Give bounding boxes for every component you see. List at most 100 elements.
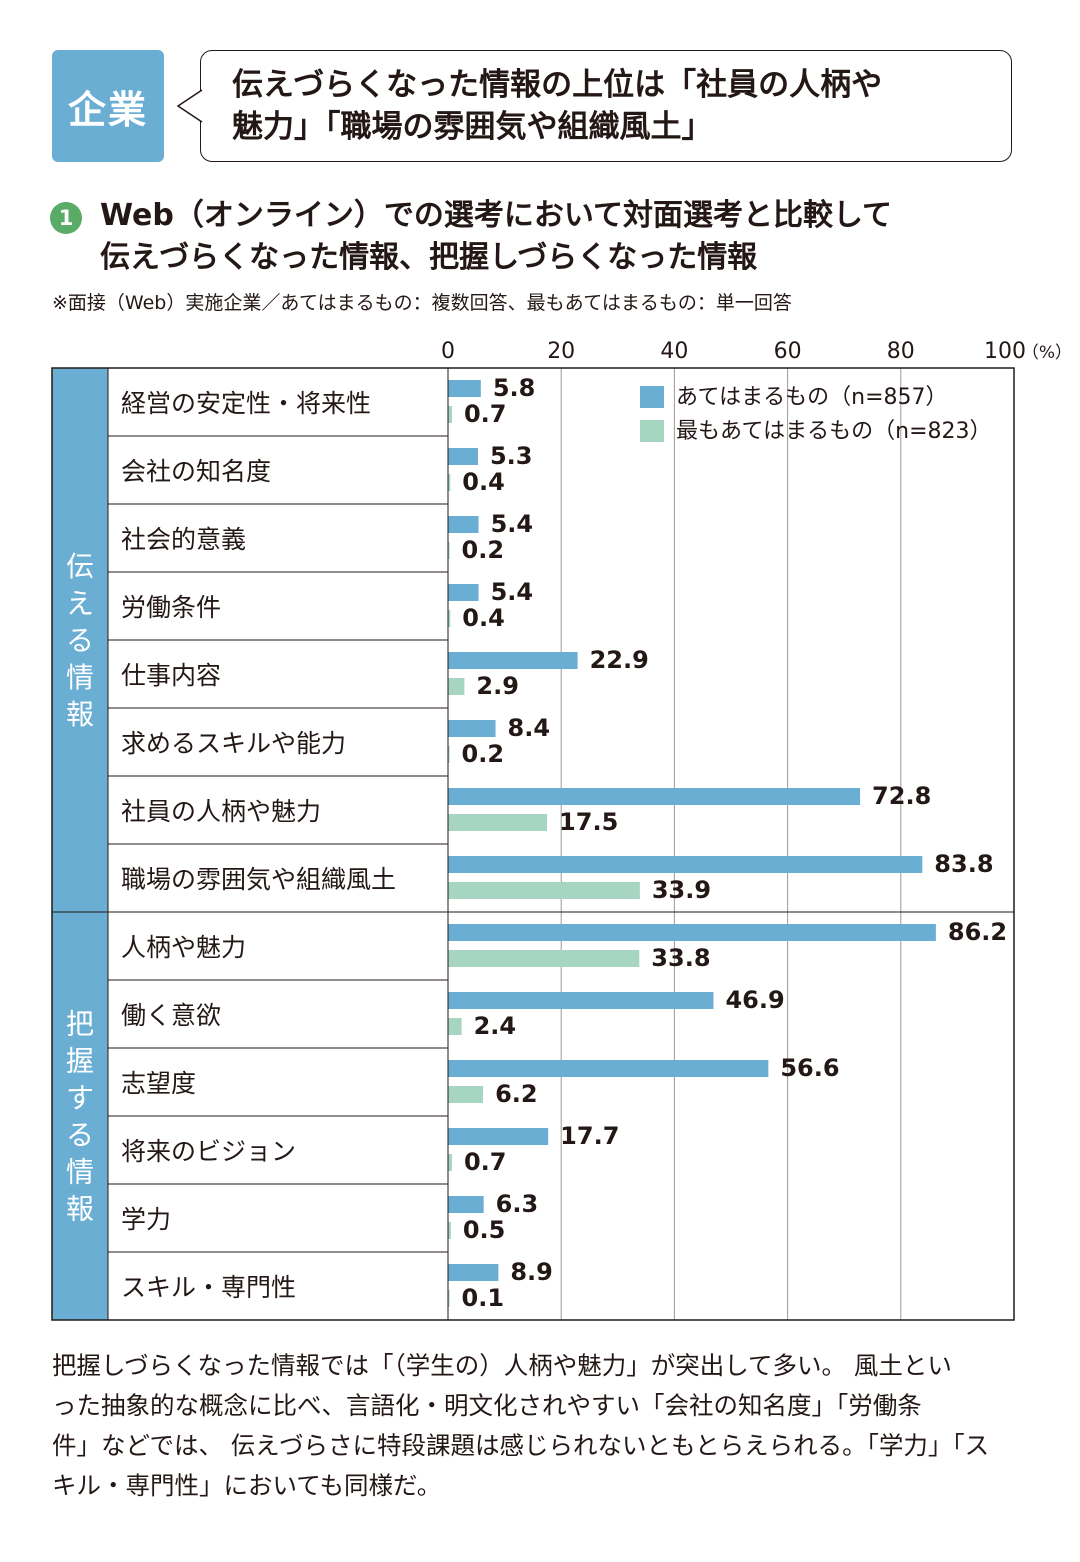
bar-series-2 (448, 1154, 452, 1171)
category-label: 志望度 (121, 1069, 196, 1098)
legend-swatch (640, 420, 664, 442)
value-label-series-1: 8.4 (508, 714, 551, 742)
value-label-series-1: 8.9 (510, 1258, 553, 1286)
bar-series-1 (448, 448, 478, 465)
value-label-series-2: 17.5 (559, 808, 618, 836)
headline-line-1: 伝えづらくなった情報の上位は「社員の人柄や (232, 67, 883, 103)
group-label-char: 情 (66, 1156, 94, 1189)
bar-series-1 (448, 516, 479, 533)
bar-series-1 (448, 1128, 549, 1145)
category-label: 経営の安定性・将来性 (121, 389, 371, 418)
value-label-series-1: 5.8 (493, 374, 536, 402)
value-label-series-1: 46.9 (725, 986, 784, 1014)
x-unit-label: （%） (1022, 343, 1072, 363)
category-label: 会社の知名度 (121, 457, 271, 486)
bar-series-2 (448, 746, 450, 763)
category-label: 求めるスキルや能力 (121, 729, 346, 758)
group-label-char: 報 (66, 698, 94, 731)
value-label-series-2: 6.2 (495, 1080, 538, 1108)
value-label-series-1: 5.4 (491, 510, 534, 538)
group-band (52, 368, 108, 912)
group-label-char: る (66, 1119, 94, 1152)
bubble-tail (176, 89, 203, 123)
bar-series-2 (448, 610, 451, 627)
category-label: スキル・専門性 (121, 1273, 296, 1302)
category-label: 労働条件 (121, 593, 221, 622)
value-label-series-2: 0.2 (462, 536, 505, 564)
group-label-char: る (66, 624, 94, 657)
category-label: 学力 (121, 1205, 171, 1234)
category-label: 職場の雰囲気や組織風土 (121, 865, 396, 894)
description-line-3: 件」などでは、 伝えづらさに特段課題は感じられないともとらえられる。「学力」「ス (52, 1431, 990, 1460)
x-tick-label: 20 (547, 339, 575, 364)
section-number: 1 (50, 202, 82, 234)
description: 把握しづらくなった情報では「（学生の）人柄や魅力」が突出して多い。 風土とい っ… (52, 1346, 1027, 1506)
headline-bubble (200, 50, 1012, 162)
bar-series-1 (448, 1196, 484, 1213)
subtitle-line-2: 伝えづらくなった情報、把握しづらくなった情報 (100, 240, 758, 275)
description-line-1: 把握しづらくなった情報では「（学生の）人柄や魅力」が突出して多い。 風土とい (52, 1351, 952, 1380)
value-label-series-2: 0.2 (462, 740, 505, 768)
value-label-series-1: 83.8 (934, 850, 993, 878)
group-label-char: え (66, 587, 94, 620)
headline-line-2: 魅力」「職場の雰囲気や組織風土」 (232, 109, 713, 145)
group-label-char: 把 (66, 1008, 94, 1041)
group-label-char: す (66, 1082, 94, 1115)
value-label-series-1: 86.2 (948, 918, 1007, 946)
value-label-series-1: 6.3 (496, 1190, 539, 1218)
value-label-series-1: 56.6 (780, 1054, 839, 1082)
value-label-series-2: 0.4 (462, 604, 505, 632)
description-line-2: った抽象的な概念に比べ、言語化・明文化されやすい「会社の知名度」「労働条 (52, 1391, 922, 1420)
group-label-char: 情 (66, 661, 94, 694)
bar-series-1 (448, 788, 861, 805)
group-label-char: 握 (66, 1045, 94, 1078)
category-label: 将来のビジョン (121, 1137, 296, 1166)
value-label-series-2: 2.9 (476, 672, 519, 700)
survey-note: ※面接（Web）実施企業／あてはまるもの：複数回答、最もあてはまるもの：単一回答 (52, 292, 792, 314)
chart-frame (51, 367, 1015, 1321)
chart-subtitle: Web（オンライン）での選考において対面選考と比較して 伝えづらくなった情報、把… (100, 195, 1060, 279)
bar-series-1 (448, 1060, 769, 1077)
description-line-4: キル・専門性」においても同様だ。 (52, 1471, 442, 1500)
bar-series-2 (448, 406, 452, 423)
x-tick-label: 80 (887, 339, 915, 364)
subtitle-line-1: Web（オンライン）での選考において対面選考と比較して (100, 198, 893, 233)
category-label: 仕事内容 (121, 661, 221, 690)
bar-series-2 (448, 1086, 484, 1103)
bar-series-1 (448, 992, 714, 1009)
value-label-series-2: 0.7 (464, 1148, 507, 1176)
value-label-series-1: 17.7 (560, 1122, 619, 1150)
group-label-char: 伝 (66, 550, 94, 583)
bar-series-2 (448, 814, 548, 831)
bar-series-1 (448, 652, 578, 669)
category-label: 社員の人柄や魅力 (121, 797, 321, 826)
bar-series-2 (448, 474, 451, 491)
bar-series-1 (448, 720, 496, 737)
bar-series-2 (448, 1290, 450, 1307)
value-label-series-2: 0.5 (463, 1216, 506, 1244)
value-label-series-2: 0.1 (462, 1284, 505, 1312)
value-label-series-1: 22.9 (590, 646, 649, 674)
category-badge: 企業 (52, 50, 164, 162)
legend-label: 最もあてはまるもの（n=823） (676, 419, 992, 444)
bar-series-2 (448, 882, 640, 899)
value-label-series-2: 33.9 (652, 876, 711, 904)
headline: 伝えづらくなった情報の上位は「社員の人柄や 魅力」「職場の雰囲気や組織風土」 (232, 64, 1002, 148)
bar-series-1 (448, 856, 923, 873)
bar-series-1 (448, 584, 479, 601)
bar-series-2 (448, 678, 465, 695)
value-label-series-2: 0.7 (464, 400, 507, 428)
x-tick-label: 60 (774, 339, 802, 364)
bar-series-2 (448, 542, 450, 559)
group-label-char: 報 (66, 1193, 94, 1226)
x-tick-label: 0 (441, 339, 455, 364)
legend-swatch (640, 386, 664, 408)
value-label-series-2: 0.4 (462, 468, 505, 496)
value-label-series-1: 72.8 (872, 782, 931, 810)
category-label: 働く意欲 (121, 1001, 221, 1030)
x-tick-label: 100 (984, 339, 1026, 364)
value-label-series-1: 5.3 (490, 442, 533, 470)
bar-series-1 (448, 1264, 499, 1281)
x-tick-label: 40 (660, 339, 688, 364)
